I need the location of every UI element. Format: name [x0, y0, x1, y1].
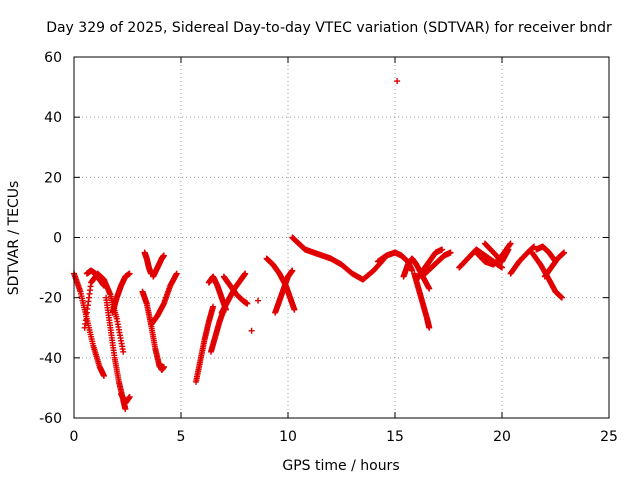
- x-tick-label: 25: [600, 429, 618, 445]
- data-points: [71, 78, 568, 412]
- data-point: [394, 78, 401, 85]
- y-tick-label: 20: [44, 170, 62, 186]
- data-point: [248, 327, 255, 334]
- data-point: [242, 270, 249, 277]
- y-axis-label: SDTVAR / TECUs: [6, 181, 22, 296]
- data-point: [505, 246, 512, 253]
- data-point: [244, 300, 251, 307]
- data-point: [100, 372, 107, 379]
- grid: [74, 57, 609, 418]
- chart-title: Day 329 of 2025, Sidereal Day-to-day VTE…: [46, 20, 612, 36]
- data-point: [426, 285, 433, 292]
- data-point: [160, 363, 167, 370]
- x-tick-label: 15: [386, 429, 404, 445]
- data-point: [561, 249, 568, 256]
- data-point: [255, 297, 262, 304]
- data-point: [160, 252, 167, 259]
- y-tick-label: -40: [39, 351, 62, 367]
- data-point: [409, 267, 416, 274]
- data-point: [126, 270, 133, 277]
- data-point: [558, 294, 565, 301]
- data-point: [507, 240, 514, 247]
- data-point: [426, 324, 433, 331]
- data-point: [447, 249, 454, 256]
- data-point: [100, 282, 107, 289]
- data-point: [173, 270, 180, 277]
- y-tick-label: 60: [44, 50, 62, 66]
- x-axis-label: GPS time / hours: [282, 458, 399, 474]
- x-tick-labels: 0 5 10 15 20 25: [70, 429, 618, 445]
- y-tick-label: 40: [44, 110, 62, 126]
- x-tick-label: 10: [279, 429, 297, 445]
- y-tick-label: 0: [53, 231, 62, 247]
- y-tick-labels: -60 -40 -20 0 20 40 60: [39, 50, 62, 427]
- data-point: [439, 246, 446, 253]
- data-point: [291, 306, 298, 313]
- data-point: [126, 393, 133, 400]
- data-point: [499, 264, 505, 271]
- data-point: [120, 348, 127, 355]
- data-point: [122, 405, 129, 412]
- y-tick-label: -60: [39, 411, 62, 427]
- data-point: [289, 267, 296, 274]
- ticks: [73, 56, 610, 419]
- data-point: [210, 303, 217, 310]
- data-point: [506, 241, 513, 248]
- y-tick-label: -20: [39, 291, 62, 307]
- x-tick-label: 20: [493, 429, 511, 445]
- x-tick-label: 5: [177, 429, 186, 445]
- x-tick-label: 0: [70, 429, 79, 445]
